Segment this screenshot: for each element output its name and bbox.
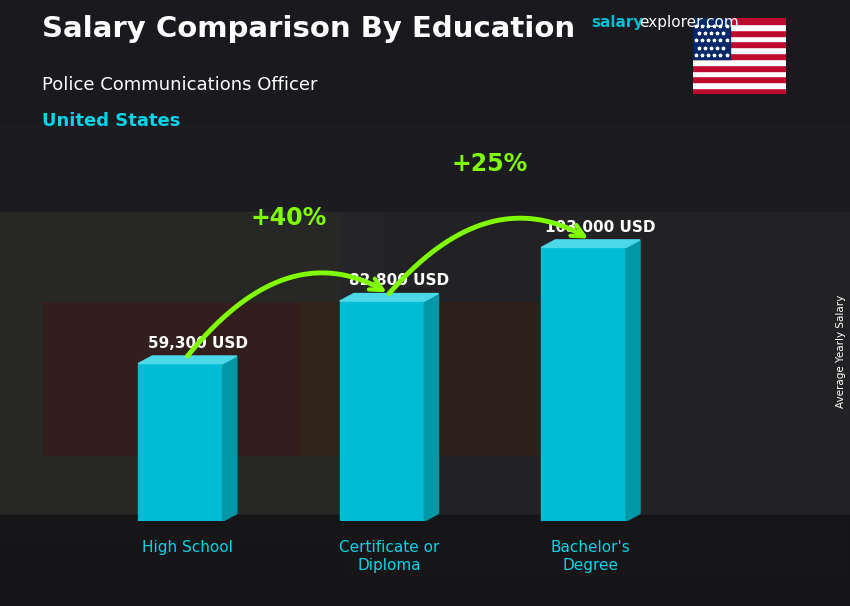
- Bar: [693, 30, 786, 36]
- Text: 82,800 USD: 82,800 USD: [349, 273, 449, 288]
- Bar: [0, 515, 850, 606]
- Bar: [693, 18, 786, 24]
- Polygon shape: [223, 356, 237, 521]
- Bar: [693, 53, 786, 59]
- Bar: [42, 303, 298, 454]
- Bar: [693, 71, 786, 76]
- Bar: [693, 76, 786, 82]
- Bar: [693, 88, 786, 94]
- Text: High School: High School: [142, 540, 233, 555]
- Bar: [340, 301, 424, 521]
- Bar: [138, 364, 223, 521]
- Bar: [541, 247, 626, 521]
- Polygon shape: [424, 293, 439, 521]
- Bar: [693, 59, 786, 65]
- Text: Police Communications Officer: Police Communications Officer: [42, 76, 318, 94]
- Polygon shape: [138, 356, 237, 364]
- Text: Salary Comparison By Education: Salary Comparison By Education: [42, 15, 575, 43]
- Bar: [0, 212, 382, 545]
- Bar: [693, 18, 730, 59]
- Text: Certificate or
Diploma: Certificate or Diploma: [339, 540, 439, 573]
- Text: 59,300 USD: 59,300 USD: [148, 336, 247, 351]
- Bar: [340, 212, 850, 576]
- Text: explorer.com: explorer.com: [639, 15, 739, 30]
- Bar: [693, 24, 786, 30]
- Bar: [298, 303, 595, 454]
- Text: +25%: +25%: [451, 152, 528, 176]
- Text: Bachelor's
Degree: Bachelor's Degree: [551, 540, 631, 573]
- Text: salary: salary: [591, 15, 643, 30]
- Bar: [693, 36, 786, 41]
- Bar: [0, 0, 850, 121]
- Text: 103,000 USD: 103,000 USD: [546, 220, 656, 235]
- Bar: [693, 41, 786, 47]
- Text: +40%: +40%: [250, 205, 326, 230]
- Polygon shape: [340, 293, 439, 301]
- Bar: [693, 65, 786, 71]
- Text: United States: United States: [42, 112, 181, 130]
- Bar: [693, 47, 786, 53]
- Polygon shape: [626, 240, 640, 521]
- Polygon shape: [541, 240, 640, 247]
- Text: Average Yearly Salary: Average Yearly Salary: [836, 295, 846, 408]
- Bar: [693, 82, 786, 88]
